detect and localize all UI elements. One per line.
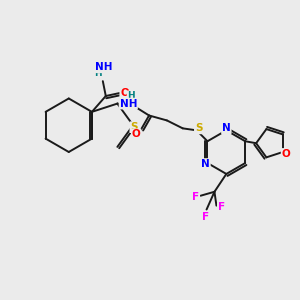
Text: F: F (192, 192, 199, 202)
Text: F: F (218, 202, 225, 212)
Text: H: H (94, 69, 102, 78)
Text: N: N (222, 123, 231, 134)
Text: F: F (202, 212, 209, 221)
Text: N: N (201, 159, 210, 169)
Text: O: O (120, 88, 129, 98)
Text: S: S (195, 123, 202, 134)
Text: NH: NH (119, 99, 137, 109)
Text: O: O (282, 149, 290, 159)
Text: O: O (132, 129, 141, 139)
Text: S: S (130, 122, 138, 132)
Text: H: H (128, 91, 135, 100)
Text: NH: NH (95, 62, 112, 72)
